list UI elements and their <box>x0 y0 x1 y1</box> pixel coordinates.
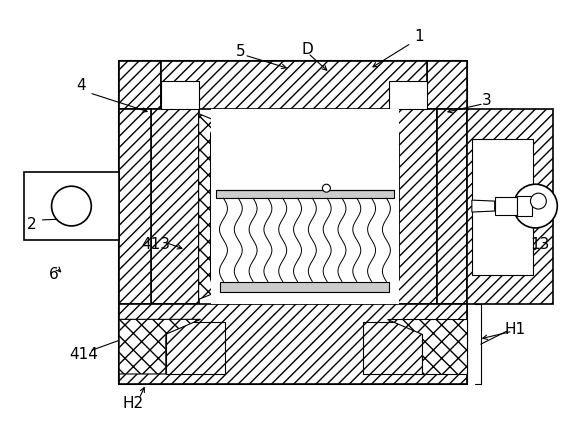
Text: H2: H2 <box>122 396 143 411</box>
Polygon shape <box>472 200 495 212</box>
Polygon shape <box>387 319 467 374</box>
Polygon shape <box>119 61 161 108</box>
Polygon shape <box>517 196 533 216</box>
Text: D: D <box>301 42 313 56</box>
Text: 6: 6 <box>49 267 58 282</box>
Polygon shape <box>166 322 225 374</box>
Polygon shape <box>363 322 422 374</box>
Text: 13: 13 <box>531 237 550 252</box>
Polygon shape <box>495 197 517 215</box>
Polygon shape <box>119 61 467 73</box>
Polygon shape <box>467 108 553 304</box>
Polygon shape <box>389 81 427 108</box>
Text: 413: 413 <box>141 237 171 252</box>
Polygon shape <box>161 81 199 108</box>
Polygon shape <box>220 282 389 292</box>
Polygon shape <box>437 108 467 304</box>
Polygon shape <box>216 190 395 198</box>
Circle shape <box>513 184 557 228</box>
Polygon shape <box>24 172 119 240</box>
Polygon shape <box>119 108 151 304</box>
Circle shape <box>52 186 91 226</box>
Polygon shape <box>161 61 427 108</box>
Polygon shape <box>427 61 467 108</box>
Polygon shape <box>472 138 533 275</box>
Text: 1: 1 <box>415 29 424 44</box>
Circle shape <box>322 184 330 192</box>
Polygon shape <box>119 304 467 384</box>
Polygon shape <box>199 114 216 299</box>
Polygon shape <box>389 114 399 299</box>
Text: 4: 4 <box>76 79 86 93</box>
Text: 414: 414 <box>69 347 98 362</box>
Polygon shape <box>389 108 437 304</box>
Circle shape <box>530 193 546 209</box>
Text: 3: 3 <box>482 93 492 108</box>
Text: H1: H1 <box>504 322 525 337</box>
Polygon shape <box>119 319 201 374</box>
Text: 2: 2 <box>27 217 36 233</box>
Polygon shape <box>151 108 199 304</box>
Text: 5: 5 <box>236 43 245 59</box>
Polygon shape <box>211 108 399 304</box>
